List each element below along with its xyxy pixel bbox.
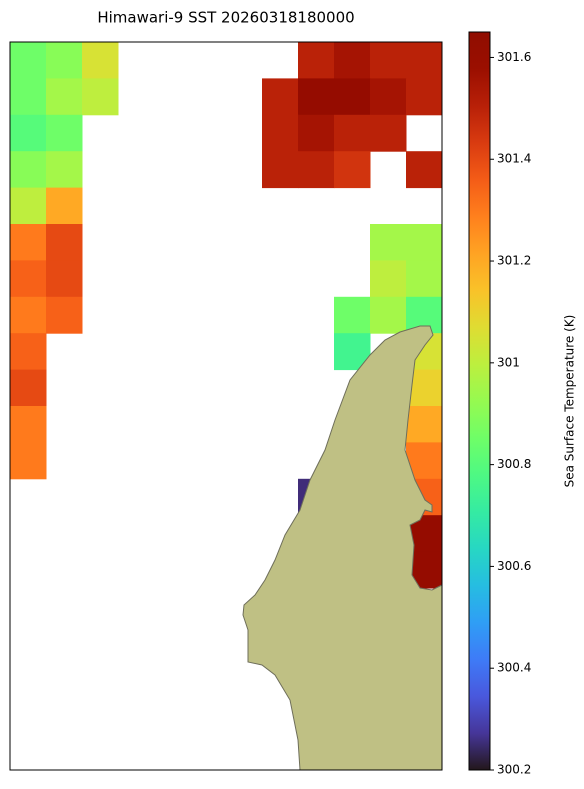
sst-cell — [46, 151, 83, 189]
sst-cell — [370, 42, 407, 79]
sst-cell — [334, 78, 371, 116]
sst-cell — [262, 114, 299, 152]
sst-cell — [262, 151, 299, 189]
sst-cell — [370, 78, 407, 116]
colorbar-tick-label: 301.6 — [497, 50, 531, 64]
sst-cell — [10, 42, 47, 79]
sst-cell — [10, 114, 47, 152]
sst-cell — [46, 187, 83, 225]
sst-cell — [46, 224, 83, 261]
sst-cell — [46, 296, 83, 334]
colorbar-tick-label: 300.8 — [497, 457, 531, 471]
sst-cell — [406, 406, 443, 443]
sst-cell — [10, 224, 47, 261]
colorbar-tick-label: 301.2 — [497, 254, 531, 268]
sst-cell — [298, 114, 335, 152]
sst-cell — [82, 42, 119, 79]
sst-cell — [46, 260, 83, 298]
sst-cell — [370, 296, 407, 334]
sst-cell — [10, 333, 47, 371]
colorbar-tick-label: 300.6 — [497, 559, 531, 573]
sst-cell — [406, 42, 443, 79]
sst-cell — [10, 406, 47, 443]
sst-cell — [10, 442, 47, 480]
sst-cell — [370, 114, 407, 152]
colorbar-tick-label: 300.2 — [497, 763, 531, 777]
sst-cell — [10, 369, 47, 407]
sst-cell — [10, 187, 47, 225]
sst-cell — [46, 114, 83, 152]
sst-cell — [82, 78, 119, 116]
sst-cell — [298, 78, 335, 116]
sst-cell — [10, 296, 47, 334]
land — [242, 325, 443, 771]
sst-cell — [334, 151, 371, 189]
sst-cell — [10, 151, 47, 189]
sst-cell — [334, 42, 371, 79]
colorbar-tick-label: 301.4 — [497, 152, 531, 166]
map-frame — [9, 41, 443, 771]
colorbar-label: Sea Surface Temperature (K) — [563, 315, 577, 488]
sst-cell — [370, 260, 407, 298]
sst-cell — [334, 114, 371, 152]
sst-cell — [406, 224, 443, 261]
sst-cell — [10, 78, 47, 116]
sst-cell — [334, 296, 371, 334]
colorbar-tick-label: 301 — [497, 355, 520, 369]
sst-cell — [406, 151, 443, 189]
sst-cell — [298, 151, 335, 189]
cell-layer — [10, 42, 443, 589]
sst-cell — [46, 78, 83, 116]
sst-cell — [298, 42, 335, 79]
sst-cell — [406, 260, 443, 298]
sst-cell — [10, 260, 47, 298]
sst-cell — [262, 78, 299, 116]
chart-title: Himawari-9 SST 20260318180000 — [97, 9, 354, 27]
colorbar-tick-label: 300.4 — [497, 661, 531, 675]
sst-cell — [46, 42, 83, 79]
sst-cell — [406, 78, 443, 116]
colorbar — [468, 31, 491, 771]
sst-cell — [370, 224, 407, 261]
